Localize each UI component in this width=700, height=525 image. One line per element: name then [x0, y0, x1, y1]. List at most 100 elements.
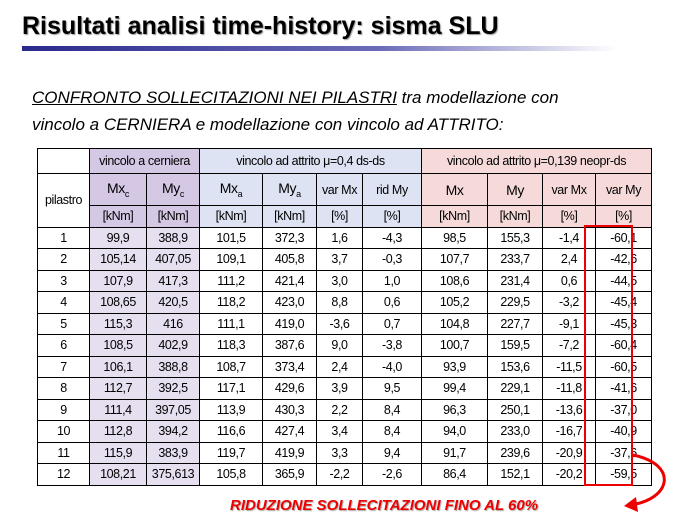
- column-main: My: [278, 180, 297, 197]
- column-main: rid My: [376, 182, 408, 197]
- column-header: var My: [595, 173, 652, 206]
- cell: -16,7: [542, 420, 596, 443]
- cell: 104,8: [421, 312, 488, 335]
- cell: 392,5: [146, 377, 200, 400]
- cell: 373,4: [262, 355, 317, 378]
- footer-note: RIDUZIONE SOLLECITAZIONI FINO AL 60%: [230, 497, 539, 514]
- column-main: Mx: [445, 181, 464, 198]
- cell: -2,6: [362, 463, 422, 486]
- cell: 383,9: [146, 441, 200, 464]
- cell: -44,5: [595, 269, 652, 292]
- unit: [kNm]: [89, 205, 147, 228]
- cell: 229,1: [487, 377, 543, 400]
- data-row: 7 106,1 388,8 108,7 373,4 2,4 -4,0 93,9 153,6 -11…: [37, 355, 652, 378]
- column-sub: c: [124, 188, 130, 199]
- column-sub: a: [237, 188, 243, 199]
- cell: 375,613: [146, 463, 200, 486]
- cell: -11,5: [542, 355, 596, 378]
- group-row: vincolo a cerniera vincolo ad attrito μ=0…: [37, 148, 652, 174]
- highlight-box: [584, 225, 633, 486]
- cell: 115,9: [89, 441, 147, 464]
- column-header: pilastro: [37, 173, 90, 228]
- cell: 419,9: [262, 441, 317, 464]
- column-main: var Mx: [551, 182, 587, 197]
- unit: [kNm]: [199, 205, 263, 228]
- cell: 109,1: [199, 248, 263, 271]
- intro: CONFRONTO SOLLECITAZIONI NEI PILASTRI tr…: [32, 84, 692, 130]
- cell: 3,0: [316, 269, 363, 292]
- cell: 250,1: [487, 398, 543, 421]
- cell: 113,9: [199, 398, 263, 421]
- column-header: rid My: [362, 173, 422, 206]
- cell: 105,8: [199, 463, 263, 486]
- cell: 115,3: [89, 312, 147, 335]
- cell: 112,7: [89, 377, 147, 400]
- cell: 105,2: [421, 291, 488, 314]
- cell: 0,6: [542, 269, 596, 292]
- arrow: [629, 453, 666, 507]
- cell: 86,4: [421, 463, 488, 486]
- cell: -20,2: [542, 463, 596, 486]
- column-header: Myc: [146, 173, 200, 206]
- unit: [%]: [316, 205, 363, 228]
- column-main: My: [506, 181, 524, 198]
- cell: 407,05: [146, 248, 200, 271]
- column-sub: a: [296, 188, 301, 199]
- column-main: Mx: [107, 180, 125, 197]
- cell: 96,3: [421, 398, 488, 421]
- cell: -42,6: [595, 248, 652, 271]
- cell: -59,5: [595, 463, 652, 486]
- cell: 117,1: [199, 377, 263, 400]
- cell: 99,4: [421, 377, 488, 400]
- data-row: 8 112,7 392,5 117,1 429,6 3,9 9,5 99,4 229,1 -11,…: [37, 377, 652, 400]
- column-sub: c: [179, 188, 185, 199]
- data-row: 11 115,9 383,9 119,7 419,9 3,3 9,4 91,7 239,6 -20…: [37, 441, 652, 464]
- title-bar: [22, 46, 617, 51]
- cell: 108,65: [89, 291, 147, 314]
- cell: 105,14: [89, 248, 147, 271]
- column-header: Mya: [262, 173, 317, 206]
- cell: -3,6: [316, 312, 363, 335]
- data-row: 12 108,21 375,613 105,8 365,9 -2,2 -2,6 86,4 152…: [37, 463, 652, 486]
- cell: -13,6: [542, 398, 596, 421]
- cell: 233,7: [487, 248, 543, 271]
- cell: 108,21: [89, 463, 147, 486]
- intro-lead: CONFRONTO SOLLECITAZIONI NEI PILASTRI: [32, 88, 397, 107]
- cell: 106,1: [89, 355, 147, 378]
- cell: 3,4: [316, 420, 363, 443]
- cell: -37,6: [595, 441, 652, 464]
- group-header: vincolo ad attrito μ=0,4 ds-ds: [199, 148, 422, 174]
- cell: -60,4: [595, 334, 652, 357]
- column-main: var Mx: [321, 182, 358, 197]
- unit: [kNm]: [146, 205, 200, 228]
- unit: [kNm]: [487, 205, 543, 228]
- cell: 91,7: [421, 441, 488, 464]
- column-header: Mxc: [89, 173, 147, 206]
- cell: -37,0: [595, 398, 652, 421]
- data-row: 9 111,4 397,05 113,9 430,3 2,2 8,4 96,3 250,1 -13…: [37, 398, 652, 421]
- row-label: 12: [37, 463, 90, 486]
- column-header: My: [487, 173, 543, 206]
- row-label: 10: [37, 420, 90, 443]
- column-header: Mxa: [199, 173, 263, 206]
- cell: 416: [146, 312, 200, 335]
- group-header: vincolo a cerniera: [89, 148, 200, 174]
- intro-rest: tra modellazione con: [396, 88, 559, 107]
- cell: -7,2: [542, 334, 596, 357]
- column-header: var Mx: [316, 173, 363, 206]
- column-main: Mx: [219, 180, 238, 197]
- table: vincolo a cerniera vincolo ad attrito μ=0…: [37, 148, 652, 486]
- arrow-head: [624, 497, 638, 512]
- units-row: [kNm] [kNm] [kNm] [kNm] [%] [%] [kNm] [kNm] [%][…: [38, 205, 652, 228]
- data-row: 3 107,9 417,3 111,2 421,4 3,0 1,0 108,6 231,4 0,6…: [37, 269, 652, 292]
- unit: [%]: [595, 205, 652, 228]
- cell: 111,2: [199, 269, 263, 292]
- cell: 100,7: [421, 334, 488, 357]
- corner: [37, 148, 90, 174]
- cell: 405,8: [262, 248, 317, 271]
- column-main: var My: [605, 182, 642, 197]
- cell: 388,8: [146, 355, 200, 378]
- cell: -2,2: [316, 463, 363, 486]
